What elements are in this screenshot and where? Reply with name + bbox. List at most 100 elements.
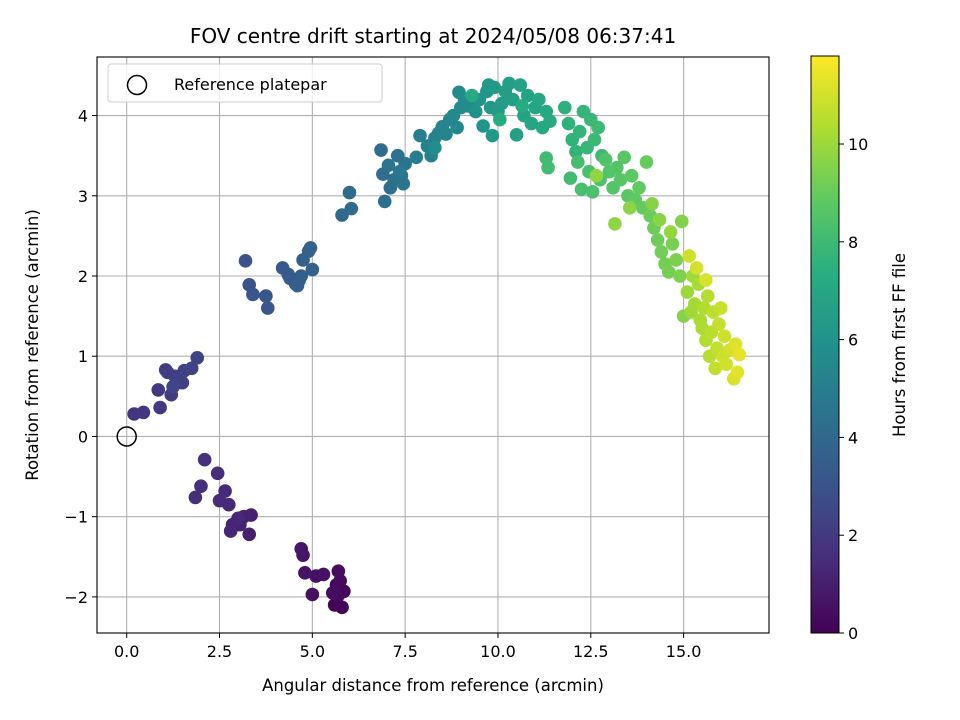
scatter-point	[591, 120, 606, 135]
scatter-point	[520, 88, 535, 103]
scatter-points	[127, 76, 747, 615]
scatter-point	[197, 452, 212, 467]
scatter-point	[663, 225, 678, 239]
scatter-point	[700, 289, 715, 303]
scatter-point	[712, 317, 726, 331]
scatter-point	[212, 493, 227, 508]
scatter-point	[608, 217, 622, 231]
y-tick-label: −1	[64, 508, 88, 527]
scatter-point	[661, 265, 676, 279]
scatter-point	[331, 564, 346, 579]
colorbar-tick-label: 4	[848, 428, 858, 447]
scatter-point	[598, 152, 613, 167]
colorbar-tick-label: 0	[848, 624, 858, 643]
scatter-point	[561, 116, 576, 131]
scatter-point	[563, 171, 578, 185]
scatter-point	[450, 120, 464, 135]
scatter-point	[532, 92, 546, 107]
scatter-point	[609, 160, 624, 175]
x-tick-label: 15.0	[666, 642, 702, 661]
y-tick-label: 3	[78, 187, 88, 206]
scatter-point	[428, 140, 442, 155]
scatter-point	[624, 168, 639, 183]
scatter-point	[515, 99, 529, 113]
scatter-point	[465, 88, 479, 103]
scatter-point	[188, 490, 203, 505]
scatter-point	[645, 197, 659, 211]
reference-platepar-marker	[116, 426, 137, 447]
scatter-point	[682, 249, 696, 263]
scatter-point	[151, 383, 166, 397]
y-tick-label: 2	[78, 267, 88, 286]
x-axis-label: Angular distance from reference (arcmin)	[262, 676, 604, 695]
scatter-point	[569, 144, 583, 159]
scatter-point	[476, 119, 490, 133]
scatter-point	[305, 262, 320, 277]
legend-box	[107, 63, 383, 103]
scatter-point	[396, 176, 411, 191]
scatter-point	[717, 329, 732, 343]
colorbar-tick-label: 10	[848, 135, 868, 154]
scatter-point	[381, 158, 396, 173]
scatter-point	[617, 150, 632, 165]
scatter-point	[494, 96, 509, 111]
scatter-point	[669, 253, 683, 267]
scatter-point	[377, 194, 392, 209]
scatter-point	[613, 172, 628, 187]
y-tick-label: 4	[78, 107, 88, 126]
scatter-point	[587, 132, 602, 147]
scatter-point	[231, 511, 245, 526]
scatter-point	[650, 233, 665, 247]
scatter-point	[342, 185, 357, 200]
x-tick-label: 12.5	[573, 642, 609, 661]
x-tick-label: 5.0	[300, 642, 325, 661]
scatter-point	[493, 112, 507, 127]
scatter-point	[409, 150, 424, 165]
scatter-point	[392, 164, 407, 179]
scatter-point	[509, 128, 524, 142]
scatter-point	[210, 466, 225, 481]
scatter-point	[558, 100, 572, 115]
scatter-point	[325, 586, 340, 600]
scatter-point	[166, 379, 180, 394]
scatter-point	[589, 168, 604, 183]
scatter-point	[184, 361, 199, 376]
scatter-point	[574, 182, 589, 197]
scatter-point	[190, 351, 205, 365]
scatter-point	[242, 527, 257, 542]
x-tick-label: 7.5	[392, 642, 417, 661]
colorbar-tick-label: 6	[848, 331, 858, 350]
scatter-point	[485, 128, 500, 143]
scatter-point	[541, 160, 555, 175]
scatter-point	[238, 253, 253, 268]
scatter-point	[713, 301, 728, 315]
scatter-point	[413, 128, 427, 143]
y-tick-label: −2	[64, 588, 88, 607]
scatter-point	[654, 245, 669, 259]
scatter-point	[374, 143, 388, 157]
scatter-point	[259, 289, 273, 303]
scatter-point	[513, 78, 528, 92]
chart-title: FOV centre drift starting at 2024/05/08 …	[190, 24, 676, 48]
scatter-point	[468, 104, 483, 119]
scatter-point	[316, 567, 331, 582]
scatter-point	[502, 76, 516, 91]
scatter-point	[290, 278, 305, 293]
scatter-point	[680, 285, 695, 299]
scatter-point	[699, 273, 713, 287]
colorbar-tick-label: 8	[848, 233, 858, 252]
scatter-point	[487, 80, 502, 95]
plot-frame	[96, 56, 770, 634]
scatter-point	[572, 124, 587, 139]
y-tick-label: 0	[78, 427, 88, 446]
scatter-point	[719, 357, 734, 372]
x-tick-label: 2.5	[207, 642, 232, 661]
grid	[97, 57, 769, 633]
y-axis-label: Rotation from reference (arcmin)	[23, 209, 42, 481]
scatter-point	[246, 287, 260, 302]
scatter-point	[260, 301, 275, 315]
colorbar-label: Hours from first FF file	[890, 253, 909, 437]
scatter-point	[543, 114, 557, 128]
scatter-point	[665, 237, 680, 251]
